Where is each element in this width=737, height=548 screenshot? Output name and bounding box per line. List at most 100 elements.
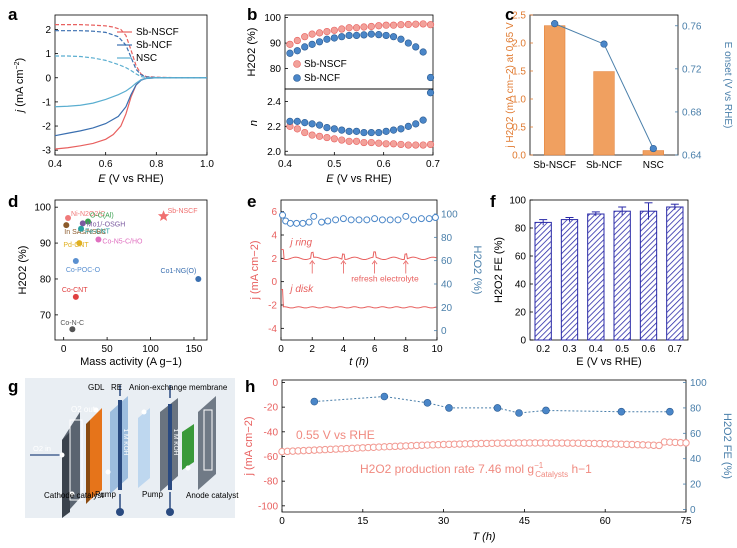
data-point xyxy=(63,222,70,229)
y-tick-label: 2.0 xyxy=(512,39,526,50)
right-y-tick-label: 60 xyxy=(441,256,453,267)
data-point xyxy=(345,31,353,40)
series-line-sb-nscf xyxy=(55,24,207,79)
data-point xyxy=(345,127,353,135)
data-point xyxy=(76,240,83,247)
data-point xyxy=(412,120,420,128)
data-point xyxy=(330,34,338,42)
data-point xyxy=(65,214,72,221)
y-tick-label: 0 xyxy=(45,73,51,84)
label-koh-left: 1 M KOH xyxy=(122,429,129,456)
chart-f: 0 20 40 60 80 100 0.2 0.3 0.4 0.5 0.6 0.7 E (V vs R… xyxy=(493,196,689,368)
bar xyxy=(613,210,631,341)
data-point xyxy=(375,128,383,137)
data-point xyxy=(195,275,202,282)
data-point xyxy=(352,31,361,40)
data-point xyxy=(397,140,405,149)
h2o2-point xyxy=(332,216,340,224)
data-point xyxy=(293,125,301,133)
ring-label: j ring xyxy=(288,238,312,249)
data-point xyxy=(69,326,76,333)
series-line-sb-ncf xyxy=(54,77,207,137)
h2o2-point xyxy=(339,215,347,223)
chart-h-annotation-voltage: 0.55 V vs RHE xyxy=(296,428,375,442)
fe-point xyxy=(493,404,502,412)
onset-point xyxy=(600,40,608,48)
h2o2-point xyxy=(299,219,307,227)
chart-e-xlabel: t (h) xyxy=(349,356,369,368)
y-tick-label: 2 xyxy=(45,25,51,36)
h2o2-point xyxy=(394,216,402,224)
chart-a-ylabel: j (mA cm−2) xyxy=(14,58,26,114)
x-tick-label: 0 xyxy=(279,516,285,527)
x-tick-label: 0.4 xyxy=(48,159,62,170)
y-tick-label: 2.5 xyxy=(512,11,526,22)
point-label: Co-CNT xyxy=(62,287,88,294)
h2o2-point xyxy=(386,216,394,224)
x-tick-label: 0.4 xyxy=(278,159,292,170)
data-point xyxy=(323,133,331,142)
data-point xyxy=(426,21,435,29)
data-point xyxy=(404,141,412,149)
legend-b-0: Sb-NSCF xyxy=(304,59,347,70)
data-point xyxy=(412,20,420,28)
y-tick-label: 1 xyxy=(45,49,51,60)
data-point xyxy=(419,20,427,28)
data-point xyxy=(286,117,294,125)
right-y-tick-label: 0.64 xyxy=(682,151,702,162)
y-tick-label: 100 xyxy=(264,13,281,24)
label-o2-out: O2 out xyxy=(71,405,96,414)
right-y-tick-label: 0.72 xyxy=(682,64,702,75)
chart-f-xlabel: E (V vs RHE) xyxy=(576,356,641,368)
right-y-tick-label: 100 xyxy=(441,210,458,221)
refresh-arrow-head xyxy=(340,259,347,265)
chart-d-ylabel: H2O2 (%) xyxy=(17,246,29,295)
right-y-tick-label: 20 xyxy=(690,480,702,491)
data-point xyxy=(315,121,324,129)
data-point xyxy=(419,48,427,56)
schematic-g: GDL RE Anion-exchange membrane O2 out O2… xyxy=(25,378,239,518)
bar xyxy=(544,25,566,156)
y-tick-label: -60 xyxy=(264,452,279,463)
label-re: RE xyxy=(111,383,122,392)
chart-c: 0.0 0.5 1.0 1.5 2.0 2.5 0.64 0.68 0.72 0.76 Sb-NSC… xyxy=(505,11,733,172)
y-tick-label: -20 xyxy=(264,403,279,414)
x-tick-label: 100 xyxy=(142,344,159,355)
data-point xyxy=(345,137,353,145)
x-tick-label: 60 xyxy=(600,516,612,527)
chart-h-annotation-rate: H2O2 production rate 7.46 mol g−1 Catalys… xyxy=(360,461,592,479)
data-point xyxy=(419,116,427,124)
data-point xyxy=(382,21,390,29)
membrane xyxy=(138,408,150,488)
data-point xyxy=(397,35,405,43)
refresh-arrow-head xyxy=(371,259,378,265)
point-label: Co1-NG(O) xyxy=(161,268,197,275)
data-point xyxy=(389,140,398,148)
x-tick-label: 0.5 xyxy=(327,159,341,170)
chart-h-xlabel: T (h) xyxy=(472,531,496,543)
label-pump-right: Pump xyxy=(142,490,163,499)
data-point xyxy=(330,26,338,34)
data-point xyxy=(375,139,383,147)
chart-a-frame xyxy=(54,14,208,156)
point-label: Pd-CNT xyxy=(63,242,89,249)
point-label: Co-POC-O xyxy=(66,267,101,274)
y-tick-label: -2 xyxy=(268,301,277,312)
data-point xyxy=(301,33,309,41)
y-tick-label: 6 xyxy=(271,207,277,218)
h2o2-point xyxy=(279,211,287,219)
y-tick-label: 40 xyxy=(515,280,527,291)
h2o2-point xyxy=(305,218,313,226)
panel-letter-b: b xyxy=(247,5,257,24)
refresh-arrow-head xyxy=(309,259,316,265)
category-label: 0.3 xyxy=(563,344,577,355)
y-tick-label: 70 xyxy=(40,310,52,321)
data-point xyxy=(330,125,338,133)
data-point xyxy=(338,136,346,144)
bar xyxy=(587,213,605,341)
h2o2-point xyxy=(355,216,363,224)
star-point xyxy=(157,210,170,221)
chart-h: 0 15 30 45 60 750-20-40-60-80-100100806040200… xyxy=(243,378,733,543)
chart-b-ylabel-bot: n xyxy=(248,120,260,126)
x-tick-label: 75 xyxy=(680,516,692,527)
